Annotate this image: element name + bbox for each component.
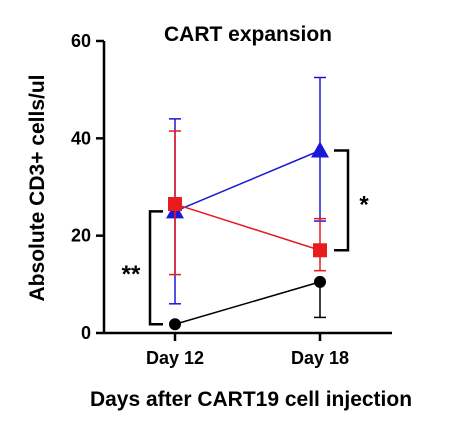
series-layer [166,76,329,331]
y-tick-label: 60 [71,31,91,51]
data-point [313,243,327,258]
y-tick-label: 20 [71,226,91,246]
significance-bracket [148,210,163,326]
x-tick-label: Day 18 [291,348,349,368]
significance-annotations: *** [122,149,369,326]
y-axis-label: Absolute CD3+ cells/ul [26,75,49,302]
axes: 0 20 40 60 Day 12 Day 18 [71,31,392,368]
data-point [314,275,326,288]
series-line [174,281,321,325]
data-point [168,197,182,212]
x-axis-label: Days after CART19 cell injection [90,388,412,411]
y-tick-label: 40 [71,128,91,148]
chart-title: CART expansion [164,23,332,46]
x-tick-label: Day 12 [146,348,204,368]
significance-label: * [359,191,369,218]
y-tick-label: 0 [81,323,91,343]
series-circle [169,275,326,331]
significance-label: ** [122,261,141,288]
data-point [311,141,329,158]
series-triangle [166,76,329,305]
series-line [174,203,321,251]
significance-bracket [334,149,350,252]
data-point [169,318,181,331]
series-line [174,149,321,213]
series-square [168,130,327,276]
